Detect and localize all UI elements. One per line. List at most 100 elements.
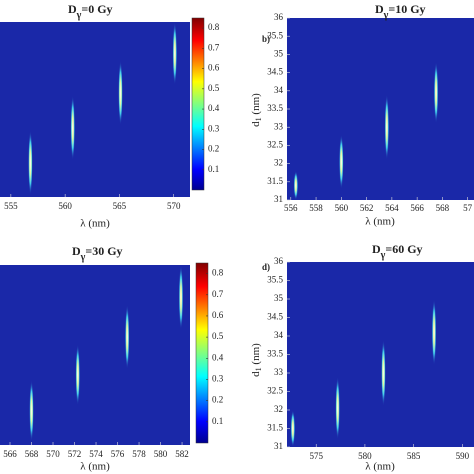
x-tick-label: 578 [132, 449, 146, 459]
ylabel-main: d [250, 121, 262, 127]
plot-area [0, 265, 190, 445]
colorbar-tick-label: 0.2 [208, 144, 219, 154]
y-axis-label: d1 (nm) [250, 343, 263, 377]
colorbar-tick-label: 0.4 [212, 352, 224, 362]
x-tick-label: 565 [113, 201, 127, 211]
y-tick-label: 34 [274, 330, 284, 340]
title-sub: γ [80, 252, 86, 263]
x-axis-label: λ (nm) [365, 461, 395, 473]
x-tick-label: 580 [154, 449, 168, 459]
x-tick-label: 560 [58, 201, 72, 211]
plot-area [287, 262, 474, 447]
x-tick-label: 570 [167, 201, 181, 211]
title-main: D [72, 244, 81, 258]
peak-streak [335, 376, 340, 440]
peak-streak [75, 344, 80, 406]
peak-streak [118, 60, 123, 126]
x-axis-label: λ (nm) [365, 216, 395, 228]
peak-streak [29, 380, 34, 442]
x-tick-label: 568 [436, 203, 450, 213]
ylabel-sub: 1 [254, 117, 263, 121]
colorbar [195, 262, 209, 444]
peak-streak [293, 170, 299, 200]
y-tick-label: 31 [274, 441, 283, 451]
ylabel-sub: 1 [254, 367, 263, 371]
ylabel-rest: (nm) [250, 343, 262, 367]
title-rest: =30 Gy [85, 244, 122, 258]
peak-streak [339, 134, 344, 190]
x-tick-label: 574 [89, 449, 103, 459]
panel-title: Dγ=30 Gy [72, 244, 123, 264]
y-tick-label: 35 [274, 293, 284, 303]
title-rest: =0 Gy [81, 2, 112, 16]
ylabel-rest: (nm) [250, 93, 262, 117]
panel-title: Dγ=0 Gy [68, 2, 113, 22]
panel-title: Dγ=60 Gy [372, 242, 423, 262]
y-axis-label: d1 (nm) [250, 93, 263, 127]
y-tick-label: 31.5 [267, 423, 283, 433]
x-tick-label: 585 [407, 451, 421, 461]
x-tick-label: 580 [358, 451, 372, 461]
x-axis-label: λ (nm) [80, 461, 110, 473]
title-main: D [375, 2, 384, 16]
colorbar-tick-label: 0.8 [212, 268, 224, 278]
y-tick-label: 34.5 [267, 67, 283, 77]
title-sub: γ [383, 10, 389, 21]
colorbar [191, 17, 205, 191]
title-main: D [372, 242, 381, 256]
x-axis-label: λ (nm) [80, 218, 110, 230]
y-tick-label: 33 [274, 121, 284, 131]
colorbar-tick-label: 0.7 [208, 42, 220, 52]
colorbar-tick-label: 0.1 [208, 164, 219, 174]
x-tick-label: 572 [68, 449, 82, 459]
ylabel-main: d [250, 371, 262, 377]
y-tick-label: 33 [274, 367, 284, 377]
y-tick-label: 35 [274, 48, 284, 58]
plot-area [287, 18, 474, 200]
peak-streak [172, 22, 177, 85]
x-tick-label: 575 [309, 451, 323, 461]
x-tick-label: 568 [25, 449, 39, 459]
x-tick-label: 566 [3, 449, 17, 459]
x-tick-label: 582 [175, 449, 189, 459]
peak-streak [178, 265, 184, 330]
panel-label: d) [262, 262, 270, 272]
y-tick-label: 35.5 [267, 30, 283, 40]
peak-streak [431, 299, 437, 366]
colorbar-tick-label: 0.1 [212, 416, 223, 426]
y-tick-label: 32 [274, 158, 283, 168]
y-tick-label: 32.5 [267, 386, 283, 396]
peak-streak [433, 61, 439, 124]
peaks [29, 265, 184, 442]
peaks [28, 22, 177, 196]
y-tick-label: 32 [274, 404, 283, 414]
peak-streak [70, 95, 75, 161]
panel-title: Dγ=10 Gy [375, 2, 426, 22]
colorbar-tick-label: 0.5 [208, 83, 220, 93]
y-tick-label: 33.5 [267, 103, 283, 113]
x-tick-label: 562 [360, 203, 374, 213]
panel-label: b) [262, 34, 270, 44]
y-tick-label: 32.5 [267, 139, 283, 149]
colorbar-tick-label: 0.3 [212, 374, 224, 384]
peak-streak [290, 410, 296, 447]
peaks [290, 299, 437, 447]
x-tick-label: 57 [463, 203, 473, 213]
x-tick-label: 558 [309, 203, 323, 213]
colorbar-tick-label: 0.4 [208, 103, 220, 113]
y-tick-label: 36 [274, 12, 284, 22]
y-tick-label: 34 [274, 85, 284, 95]
peaks [293, 61, 439, 200]
colorbar-tick-label: 0.2 [212, 395, 223, 405]
y-tick-label: 31 [274, 194, 283, 204]
x-tick-label: 566 [410, 203, 424, 213]
y-tick-label: 36 [274, 256, 284, 266]
colorbar-tick-label: 0.6 [208, 63, 220, 73]
peak-streak [28, 130, 33, 196]
title-rest: =60 Gy [385, 242, 422, 256]
x-tick-label: 555 [4, 201, 18, 211]
y-tick-label: 31.5 [267, 176, 283, 186]
colorbar-tick-label: 0.8 [208, 22, 220, 32]
colorbar-tick-label: 0.6 [212, 310, 224, 320]
